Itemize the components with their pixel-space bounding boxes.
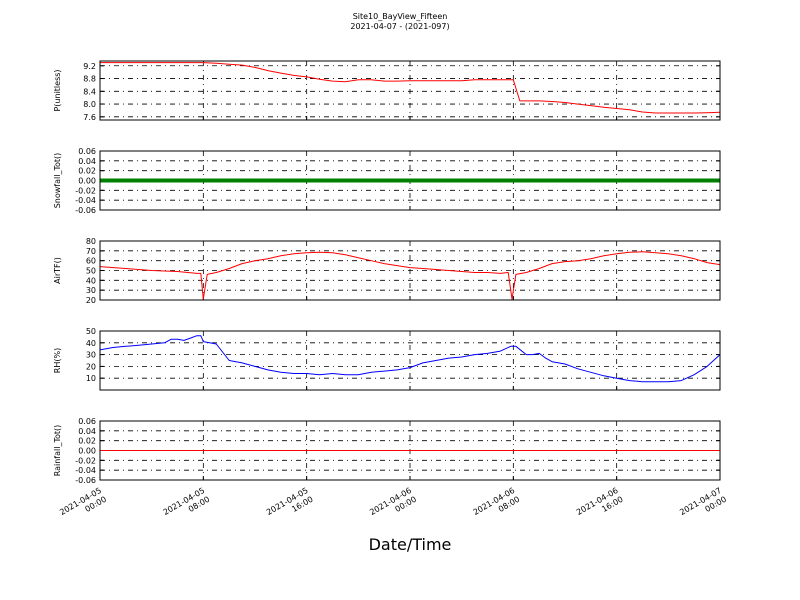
- y-tick-label: 50: [86, 327, 96, 336]
- y-tick-label: 9.2: [83, 62, 96, 71]
- axes-frame: [99, 330, 721, 391]
- y-tick-label: 10: [86, 374, 96, 383]
- y-tick-label: -0.02: [75, 456, 96, 465]
- y-tick-label: 70: [86, 247, 96, 256]
- y-tick-label: 50: [86, 267, 96, 276]
- y-tick-label: 80: [86, 237, 96, 246]
- axes-frame: [99, 60, 721, 121]
- y-axis-label: Rainfall_Tot(): [53, 425, 62, 477]
- y-axis-label: Snowfall_Tot(): [53, 153, 62, 209]
- x-tick-label: 2021-04-0508:00: [162, 486, 212, 526]
- axes-frame: [99, 420, 721, 481]
- x-tick-labels: 2021-04-0500:00 2021-04-0508:00 2021-04-05…: [58, 486, 728, 526]
- chart-subtitle: 2021-04-07 - (2021-097): [350, 22, 449, 31]
- y-tick-label: 0.06: [78, 417, 96, 426]
- y-tick-label: 20: [86, 362, 96, 371]
- y-tick-label: -0.04: [75, 196, 96, 205]
- y-tick-label: -0.06: [75, 476, 96, 485]
- x-tick-label: 2021-04-0516:00: [265, 486, 315, 526]
- chart-title: Site10_BayView_Fifteen: [353, 12, 448, 21]
- chart-panels: 9.28.88.48.07.6P(unitless)0.060.040.020.…: [53, 60, 721, 485]
- y-tick-label: 7.6: [83, 113, 96, 122]
- x-tick-label: 2021-04-0600:00: [368, 486, 418, 526]
- x-axis-label: Date/Time: [369, 535, 452, 554]
- y-tick-label: 0.00: [78, 177, 96, 186]
- y-tick-label: 30: [86, 286, 96, 295]
- y-tick-label: -0.06: [75, 206, 96, 215]
- y-tick-label: 8.8: [83, 75, 96, 84]
- y-axis-label: RH(%): [53, 348, 62, 373]
- y-tick-label: 60: [86, 257, 96, 266]
- panel-4: 50 40 30 20 10 RH(%): [53, 327, 721, 391]
- x-tick-label: 2021-04-0700:00: [678, 486, 728, 526]
- y-tick-label: 8.4: [83, 87, 96, 96]
- y-axis-label: AirTF(): [53, 257, 62, 284]
- y-tick-label: 0.06: [78, 147, 96, 156]
- axes-frame: [99, 240, 721, 301]
- series-line: [99, 251, 721, 300]
- series-line: [100, 62, 721, 114]
- y-tick-label: 0.00: [78, 447, 96, 456]
- x-tick-label: 2021-04-0608:00: [472, 486, 522, 526]
- panel-1: 9.2 8.8 8.4 8.0 7.6 P(unitless): [53, 60, 721, 122]
- y-tick-label: -0.04: [75, 466, 96, 475]
- axes-frame: [99, 150, 721, 211]
- y-tick-label: 8.0: [83, 100, 96, 109]
- y-tick-label: -0.02: [75, 186, 96, 195]
- panel-2: 0.060.040.020.00-0.02-0.04-0.06 Snowfall_…: [53, 147, 721, 215]
- series-line: [99, 335, 721, 383]
- x-tick-label: 2021-04-0500:00: [58, 486, 108, 526]
- y-axis-label: P(unitless): [53, 69, 62, 111]
- y-tick-label: 30: [86, 351, 96, 360]
- y-tick-label: 0.04: [78, 427, 96, 436]
- x-tick-label: 2021-04-0616:00: [575, 486, 625, 526]
- panel-5: 0.060.040.020.00-0.02-0.04-0.06 Rainfall_…: [53, 417, 721, 485]
- y-tick-label: 40: [86, 276, 96, 285]
- y-tick-label: 40: [86, 339, 96, 348]
- y-tick-label: 0.02: [78, 167, 96, 176]
- y-tick-label: 20: [86, 296, 96, 305]
- y-tick-label: 0.02: [78, 437, 96, 446]
- y-tick-label: 0.04: [78, 157, 96, 166]
